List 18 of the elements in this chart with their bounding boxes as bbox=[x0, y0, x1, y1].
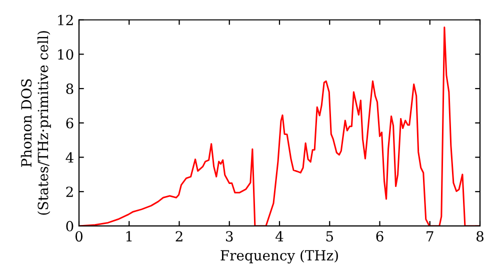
x-tick-label: 8 bbox=[476, 231, 484, 242]
y-tick-label: 0 bbox=[66, 220, 74, 232]
x-tick-label: 4 bbox=[276, 231, 284, 242]
x-tick-label: 5 bbox=[326, 231, 333, 242]
y-tick-label: 12 bbox=[58, 14, 73, 26]
y-tick-label: 4 bbox=[66, 152, 74, 163]
y-tick-label: 10 bbox=[58, 49, 74, 60]
x-tick-label: 6 bbox=[376, 231, 384, 242]
x-tick-label: 1 bbox=[126, 231, 132, 242]
y-tick-label: 8 bbox=[66, 84, 74, 94]
y-tick-label: 2 bbox=[66, 186, 73, 197]
x-tick-label: 7 bbox=[426, 231, 434, 242]
x-tick-label: 0 bbox=[75, 231, 82, 242]
x-tick-label: 2 bbox=[176, 231, 182, 242]
y-tick-label: 6 bbox=[66, 118, 74, 128]
x-tick-label: 3 bbox=[226, 231, 233, 242]
x-axis-title: Frequency (THz) bbox=[220, 250, 338, 264]
y-axis-title: Phonon DOS (States/THz·primitive cell) bbox=[20, 31, 51, 215]
